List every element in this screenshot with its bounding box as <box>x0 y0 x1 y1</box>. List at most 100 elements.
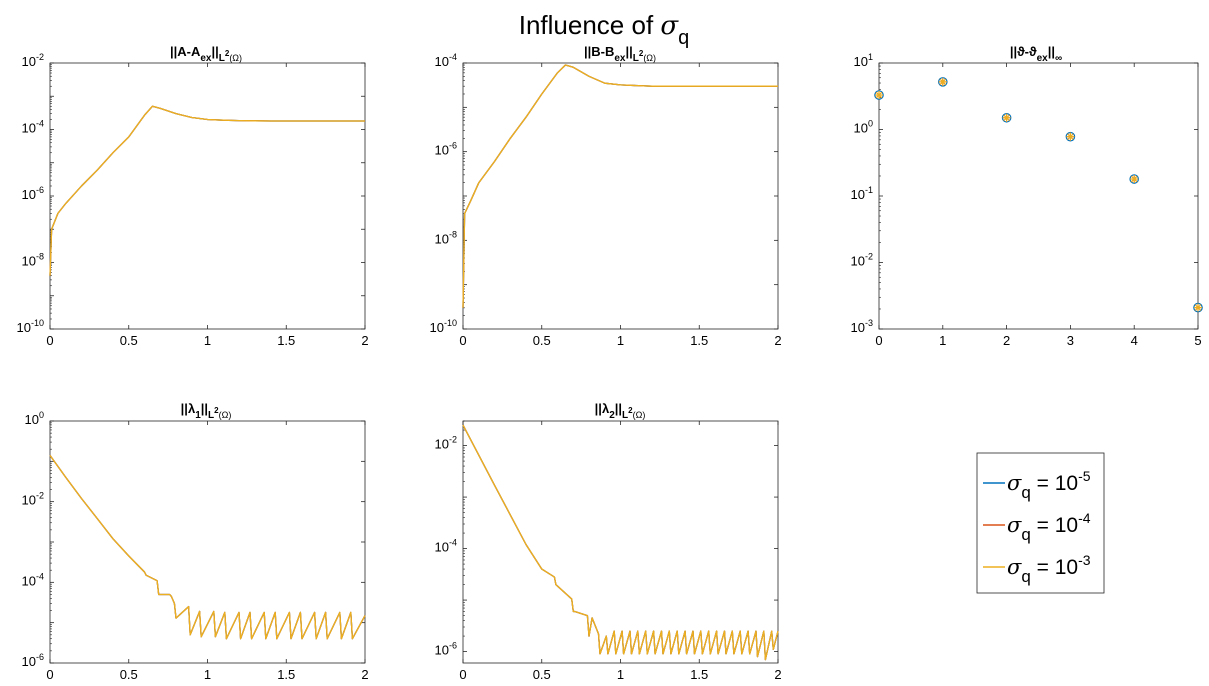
legend-label-2: σq = 10-4 <box>1007 510 1091 544</box>
panel-lambda2-ytick-label: 10-4 <box>435 538 457 555</box>
panel-lambda2-lines <box>462 424 779 661</box>
panel-theta-error-point <box>874 90 884 100</box>
panel-lambda2: ||λ2||L2(Ω) 0 0.5 1 1.5 2 10-6 10-4 10-2 <box>435 401 782 682</box>
panel-b-error-ytick-label: 10-6 <box>435 141 457 158</box>
panel-theta-error-xtick-label: 4 <box>1131 333 1138 348</box>
panel-b-error-xtick-label: 1.5 <box>690 333 708 348</box>
panel-a-title: ||A-Aex||L2(Ω) <box>170 44 242 64</box>
panel-lambda1-ytick-label: 10-6 <box>22 652 44 669</box>
panel-theta-error-xtick-label: 2 <box>1003 333 1010 348</box>
panel-a-error-xtick-label: 2 <box>361 333 368 348</box>
panel-lambda2-axes-box <box>462 420 779 664</box>
panel-lambda2-ytick-label: 10-2 <box>435 435 457 452</box>
panel-a-error-ytick-label: 10-2 <box>22 52 44 69</box>
panel-lambda2-series-line <box>462 424 779 661</box>
panel-lambda1-xtick-label: 0.5 <box>120 667 138 682</box>
panel-b-error-series-line <box>462 64 778 308</box>
legend-entry: σq = 10-5 <box>983 468 1091 502</box>
panel-b-error-xtick-label: 1 <box>617 333 624 348</box>
legend-entry: σq = 10-4 <box>983 510 1091 544</box>
figure-title-text: Influence of <box>519 10 661 40</box>
panel-lambda2-xtick-label: 2 <box>774 667 781 682</box>
panel-theta-title: ||ϑ-ϑex||∞ <box>1010 44 1062 64</box>
panel-lambda1-lines <box>49 455 366 640</box>
panel-b-lines <box>462 64 778 308</box>
panel-theta-error-ytick-label: 101 <box>854 52 873 69</box>
panel-lambda2-xtick-label: 0 <box>459 667 466 682</box>
panel-theta-axes-box <box>878 62 1199 330</box>
panel-theta-error-ytick-label: 10-1 <box>851 185 873 202</box>
legend-label-3: σq = 10-3 <box>1007 552 1091 586</box>
panel-theta-error-point <box>1065 131 1076 142</box>
panel-lambda2-xtick-label: 1 <box>617 667 624 682</box>
panel-lambda2-title: ||λ2||L2(Ω) <box>595 401 646 421</box>
panel-lambda1-xtick-label: 1.5 <box>277 667 295 682</box>
panel-lambda1-xtick-label: 1 <box>204 667 211 682</box>
panel-lambda1-xtick-label: 2 <box>361 667 368 682</box>
panel-lambda1-ytick-label: 10-4 <box>22 571 44 588</box>
panel-theta-error-point <box>1002 113 1011 122</box>
panel-lambda2-ytick-label: 10-6 <box>435 641 457 658</box>
panel-theta-error-point <box>1129 174 1139 184</box>
panel-theta-error-xtick-label: 3 <box>1067 333 1074 348</box>
panel-b-error-ytick-label: 10-4 <box>435 52 457 69</box>
panel-a-error-xtick-label: 1.5 <box>277 333 295 348</box>
panel-theta-error-point <box>1193 302 1203 313</box>
panel-lambda1-axes-box <box>49 420 366 664</box>
panel-a-error-xtick-label: 1 <box>204 333 211 348</box>
panel-b-error: ||B-Bex||L2(Ω) 0 0.5 1 1.5 2 10-10 10-8 10-6 10-… <box>430 44 782 348</box>
figure-title-symbol: σ <box>660 11 679 41</box>
legend: σq = 10-5 σq = 10-4 σq = 10-3 <box>976 452 1105 594</box>
figure-title-subscript: q <box>678 27 689 49</box>
panel-theta-error-ytick-label: 100 <box>854 119 873 136</box>
panel-theta-error: ||ϑ-ϑex||∞ 0 1 2 3 4 5 10-3 10-2 10-1 100 101 <box>851 44 1203 348</box>
panel-lambda1-ytick-label: 10-2 <box>22 491 44 508</box>
panel-a-ticks: 0 0.5 1 1.5 2 10-10 10-8 10-6 10-4 10-2 <box>17 52 369 348</box>
panel-b-axes-box <box>462 62 779 330</box>
legend-entry: σq = 10-3 <box>983 552 1091 586</box>
panel-lambda1-xtick-label: 0 <box>46 667 53 682</box>
panel-a-error-xtick-label: 0 <box>46 333 53 348</box>
panel-lambda2-xtick-label: 0.5 <box>533 667 551 682</box>
panel-a-error-series-line <box>49 105 365 276</box>
panel-a-error: ||A-Aex||L2(Ω) 0 0.5 1 1.5 2 10-10 10-8 10-6 10-… <box>17 44 369 348</box>
panel-theta-error-point <box>1001 112 1012 123</box>
panel-b-error-ytick-label: 10-10 <box>430 318 457 335</box>
panel-lambda1-ytick-label: 100 <box>25 410 44 427</box>
panel-theta-ticks: 0 1 2 3 4 5 10-3 10-2 10-1 100 101 <box>851 52 1202 348</box>
panel-a-error-ytick-label: 10-6 <box>22 185 44 202</box>
panel-b-error-xtick-label: 0.5 <box>533 333 551 348</box>
panel-theta-error-point <box>938 77 947 86</box>
panel-theta-error-point <box>1130 175 1139 184</box>
panel-lambda1-title: ||λ1||L2(Ω) <box>181 401 232 421</box>
panel-a-axes-box <box>49 62 366 330</box>
panel-lambda2-ticks: 0 0.5 1 1.5 2 10-6 10-4 10-2 <box>435 420 782 682</box>
panel-lambda2-xtick-label: 1.5 <box>690 667 708 682</box>
panel-lambda1-series-line <box>49 455 366 640</box>
panel-b-error-ytick-label: 10-8 <box>435 229 457 246</box>
panel-b-error-xtick-label: 2 <box>774 333 781 348</box>
panel-a-error-ytick-label: 10-8 <box>22 252 44 269</box>
panel-theta-error-xtick-label: 1 <box>939 333 946 348</box>
panel-theta-error-point <box>875 91 883 100</box>
panel-theta-error-point <box>1194 303 1202 312</box>
panel-theta-error-point <box>937 77 948 87</box>
panel-theta-error-xtick-label: 5 <box>1194 333 1201 348</box>
panel-b-title: ||B-Bex||L2(Ω) <box>584 44 656 64</box>
panel-b-error-xtick-label: 0 <box>459 333 466 348</box>
legend-box <box>976 452 1105 594</box>
panel-theta-error-ytick-label: 10-3 <box>851 318 873 335</box>
panel-theta-markers <box>874 77 1203 313</box>
panel-a-error-xtick-label: 0.5 <box>120 333 138 348</box>
panel-theta-error-ytick-label: 10-2 <box>851 252 873 269</box>
panel-a-error-ytick-label: 10-4 <box>22 119 44 136</box>
panel-theta-error-xtick-label: 0 <box>875 333 882 348</box>
panel-a-lines <box>49 105 365 276</box>
panel-theta-error-point <box>1066 132 1075 141</box>
panel-lambda1-ticks: 0 0.5 1 1.5 2 10-6 10-4 10-2 100 <box>22 410 369 682</box>
legend-label-1: σq = 10-5 <box>1007 468 1091 502</box>
panel-lambda1: ||λ1||L2(Ω) 0 0.5 1 1.5 2 10-6 10-4 10-2 100 <box>22 401 369 682</box>
panel-a-error-ytick-label: 10-10 <box>17 318 44 335</box>
figure-title: Influence of σq <box>519 10 690 49</box>
